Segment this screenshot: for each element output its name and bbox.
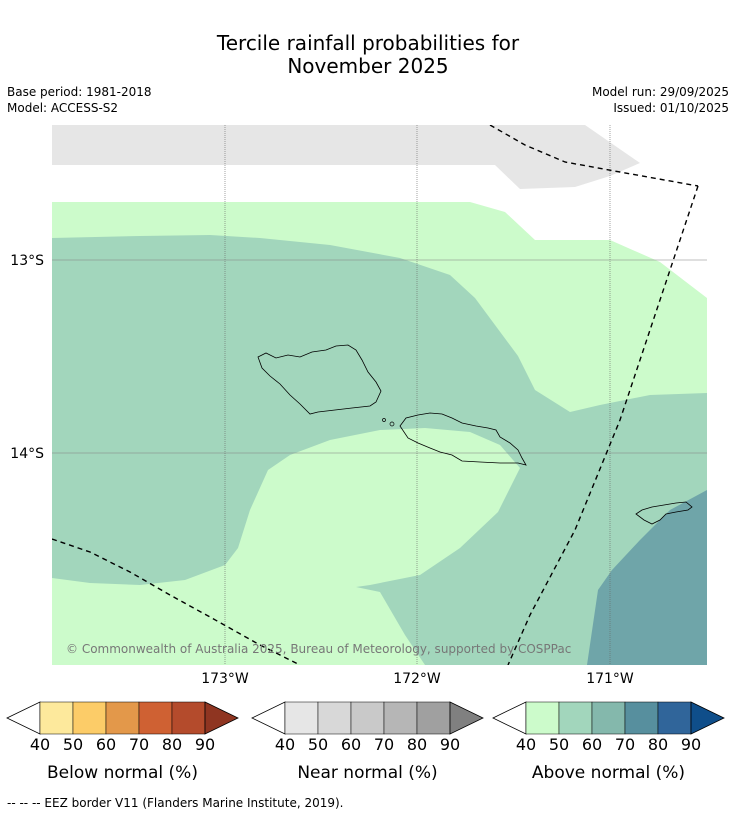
colorbar-0-swatch-4 (171, 701, 206, 735)
near-normal-40-region (52, 125, 640, 189)
colorbar-2-swatch-0 (525, 701, 560, 735)
eez-border-east (507, 185, 699, 665)
colorbar-2-tick-3: 70 (615, 735, 635, 754)
colorbar-2-label: Above normal (%) (532, 763, 685, 783)
colorbar-1-label: Near normal (%) (297, 763, 437, 783)
colorbar-2-tick-4: 80 (648, 735, 668, 754)
colorbar-0-low-extend (6, 701, 41, 735)
eez-border-north (489, 125, 699, 187)
colorbar-1-tick-0: 40 (275, 735, 295, 754)
colorbar-0-tick-0: 40 (30, 735, 50, 754)
colorbar-0-high-extend (204, 701, 239, 735)
above-normal-50-region (52, 235, 707, 665)
issued-text: Issued: 01/10/2025 (613, 101, 729, 115)
eez-footnote: -- -- -- EEZ border V11 (Flanders Marine… (7, 796, 344, 810)
model-run-text: Model run: 29/09/2025 (591, 85, 729, 99)
lat-label-14s: 14°S (10, 446, 44, 462)
colorbar-2-tick-2: 60 (582, 735, 602, 754)
colorbar-1-swatch-1 (317, 701, 352, 735)
colorbar-1-tick-5: 90 (440, 735, 460, 754)
colorbar-1-tick-4: 80 (407, 735, 427, 754)
colorbar-1-swatch-4 (416, 701, 451, 735)
above-normal-60-region (587, 490, 707, 665)
base-period-text: Base period: 1981-2018 (7, 85, 152, 99)
colorbar-0-swatch-2 (105, 701, 140, 735)
colorbar-2: 40 50 60 70 80 90 Above normal (%) (492, 701, 725, 783)
eez-border-southwest (52, 538, 301, 665)
colorbar-0: 40 50 60 70 80 90 Below normal (%) (6, 701, 239, 783)
lat-label-13s: 13°S (10, 253, 44, 269)
colorbar-2-swatch-4 (657, 701, 692, 735)
map-title-line-2: November 2025 (287, 54, 449, 78)
copyright-text: © Commonwealth of Australia 2025, Bureau… (66, 642, 571, 656)
colorbar-1-tick-2: 60 (341, 735, 361, 754)
colorbar-0-tick-3: 70 (129, 735, 149, 754)
colorbar-2-tick-1: 50 (549, 735, 569, 754)
colorbar-0-label: Below normal (%) (47, 763, 198, 783)
model-text: Model: ACCESS-S2 (7, 101, 119, 115)
colorbar-1-tick-1: 50 (308, 735, 328, 754)
apolima-islet (389, 421, 395, 427)
colorbar-0-swatch-3 (138, 701, 173, 735)
lon-label-171w: 171°W (586, 671, 634, 687)
colorbar-0-tick-5: 90 (195, 735, 215, 754)
upolu-island-outline (399, 412, 527, 466)
colorbar-2-low-extend (492, 701, 527, 735)
manono-islet (382, 418, 386, 422)
colorbar-0-swatch-1 (72, 701, 107, 735)
colorbar-1-swatch-0 (284, 701, 319, 735)
colorbar-1-swatch-3 (383, 701, 418, 735)
colorbar-2-tick-0: 40 (516, 735, 536, 754)
colorbar-1-tick-3: 70 (374, 735, 394, 754)
colorbar-1-low-extend (251, 701, 286, 735)
colorbar-0-tick-2: 60 (96, 735, 116, 754)
probability-map: © Commonwealth of Australia 2025, Bureau… (6, 125, 725, 783)
colorbar-0-tick-1: 50 (63, 735, 83, 754)
map-area: © Commonwealth of Australia 2025, Bureau… (52, 125, 707, 665)
savaii-island-outline (257, 344, 382, 415)
colorbar-2-swatch-1 (558, 701, 593, 735)
map-title-line-1: Tercile rainfall probabilities for (216, 31, 520, 55)
lon-label-173w: 173°W (201, 671, 249, 687)
colorbar-1-high-extend (449, 701, 484, 735)
colorbar-2-high-extend (690, 701, 725, 735)
colorbar-group: 40 50 60 70 80 90 Below normal (%) 40 50 60 70 80 90… (6, 701, 725, 783)
colorbar-2-swatch-3 (624, 701, 659, 735)
colorbar-2-tick-5: 90 (681, 735, 701, 754)
colorbar-1-swatch-2 (350, 701, 385, 735)
colorbar-0-swatch-0 (39, 701, 74, 735)
colorbar-2-swatch-2 (591, 701, 626, 735)
tutuila-island-outline (635, 501, 693, 525)
lon-label-172w: 172°W (393, 671, 441, 687)
colorbar-0-tick-4: 80 (162, 735, 182, 754)
